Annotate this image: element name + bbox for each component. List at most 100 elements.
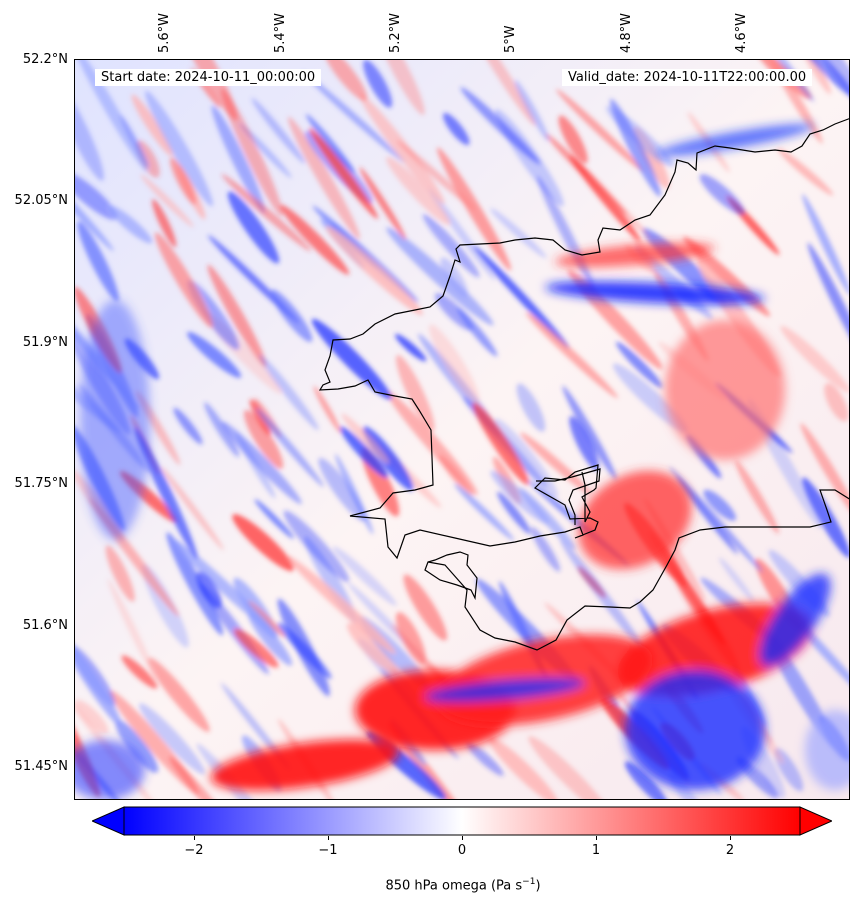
- colorbar-tick-label: 2: [725, 843, 735, 858]
- lat-label: 51.45°N: [14, 759, 68, 774]
- omega-streak: [460, 87, 541, 165]
- colorbar-title-main: 850 hPa omega (Pa s: [385, 878, 523, 894]
- omega-streak: [248, 601, 286, 638]
- colorbar-title: 850 hPa omega (Pa s−1): [0, 877, 859, 893]
- lat-label: 51.6°N: [22, 618, 68, 633]
- omega-streak: [395, 333, 427, 362]
- omega-streak: [624, 761, 668, 799]
- colorbar-tickmark: [462, 836, 463, 840]
- omega-streak: [347, 622, 398, 674]
- omega-streak: [313, 386, 342, 433]
- valid-date-label: Valid_date: 2024-10-11T22:00:00.00: [562, 69, 813, 86]
- omega-streak: [437, 147, 512, 271]
- omega-streak: [196, 571, 222, 609]
- omega-streak: [251, 97, 306, 164]
- omega-streak: [497, 491, 531, 534]
- omega-major-features: [75, 124, 849, 799]
- omega-streak: [145, 90, 214, 207]
- omega-streak: [152, 199, 177, 248]
- omega-streak: [288, 116, 360, 240]
- colorbar-svg: [90, 806, 834, 836]
- omega-streak: [221, 88, 283, 217]
- omega-streak: [528, 736, 611, 799]
- omega-streak: [322, 60, 368, 101]
- omega-streak: [147, 657, 210, 732]
- omega-streak: [332, 546, 397, 606]
- omega-streak: [75, 81, 104, 181]
- omega-streak: [173, 407, 203, 445]
- omega-streak: [472, 402, 529, 485]
- omega-field-map: [75, 60, 849, 799]
- omega-streak: [221, 421, 302, 505]
- omega-streak: [166, 532, 224, 636]
- colorbar-title-close: ): [535, 878, 541, 894]
- omega-streak: [780, 325, 849, 393]
- omega-streak: [530, 526, 561, 572]
- omega-streak: [187, 331, 242, 378]
- colorbar-extend-left: [90, 806, 125, 836]
- omega-streak: [386, 156, 451, 225]
- omega-streak: [115, 719, 159, 773]
- lon-label: 5°W: [503, 25, 518, 53]
- lat-label: 51.9°N: [22, 335, 68, 350]
- colorbar-tick-label: 1: [591, 843, 601, 858]
- omega-streak: [386, 227, 494, 326]
- omega-streak: [440, 257, 469, 298]
- omega-streak: [396, 139, 476, 211]
- lon-label: 5.4°W: [273, 12, 288, 53]
- omega-streak: [467, 60, 536, 126]
- lon-label: 4.6°W: [734, 12, 749, 53]
- omega-streak: [454, 483, 515, 541]
- omega-streak: [270, 289, 313, 342]
- omega-streak: [221, 174, 312, 252]
- omega-streak: [277, 598, 330, 697]
- map-panel: [74, 59, 850, 800]
- omega-streak: [121, 655, 158, 689]
- omega-streak: [305, 114, 355, 173]
- lon-label: 5.6°W: [157, 12, 172, 53]
- colorbar-extend-right: [799, 806, 834, 836]
- lat-label: 51.75°N: [14, 476, 68, 491]
- omega-streak: [341, 413, 390, 464]
- omega-streak: [520, 432, 592, 495]
- omega-streak: [234, 628, 279, 668]
- omega-streak: [75, 170, 118, 220]
- omega-streak: [254, 499, 294, 539]
- colorbar: [90, 806, 834, 836]
- omega-streak: [108, 205, 153, 244]
- colorbar-tick-label: −1: [318, 843, 338, 858]
- omega-streak: [562, 385, 617, 480]
- omega-streak: [318, 457, 366, 522]
- colorbar-tickmark: [194, 836, 195, 840]
- omega-streak: [559, 538, 646, 652]
- omega-streak: [170, 157, 197, 205]
- omega-streak: [247, 612, 293, 666]
- omega-streak: [249, 399, 271, 436]
- colorbar-gradient: [123, 806, 801, 836]
- omega-streak: [75, 170, 114, 252]
- omega-streak: [105, 545, 135, 602]
- omega-streak: [131, 94, 173, 157]
- omega-streak: [558, 115, 588, 164]
- colorbar-title-exponent: −1: [522, 877, 536, 887]
- omega-streak: [815, 60, 849, 110]
- omega-streak: [488, 737, 559, 799]
- coastline-inlet: [536, 468, 601, 525]
- omega-streak: [699, 174, 745, 215]
- omega-streak: [75, 60, 148, 172]
- omega-streak: [669, 466, 763, 573]
- omega-streak: [286, 555, 396, 655]
- omega-streak: [473, 245, 570, 349]
- omega-streak: [363, 60, 393, 108]
- omega-streak: [359, 93, 445, 205]
- lon-label: 4.8°W: [619, 12, 634, 53]
- omega-streak: [311, 318, 392, 400]
- omega-streak: [395, 612, 426, 665]
- omega-streak: [490, 208, 547, 258]
- omega-streak: [719, 557, 755, 603]
- omega-streak: [283, 510, 350, 583]
- omega-streak: [703, 489, 736, 521]
- omega-streak: [207, 264, 267, 368]
- colorbar-tickmark: [730, 836, 731, 840]
- omega-streak: [227, 191, 280, 264]
